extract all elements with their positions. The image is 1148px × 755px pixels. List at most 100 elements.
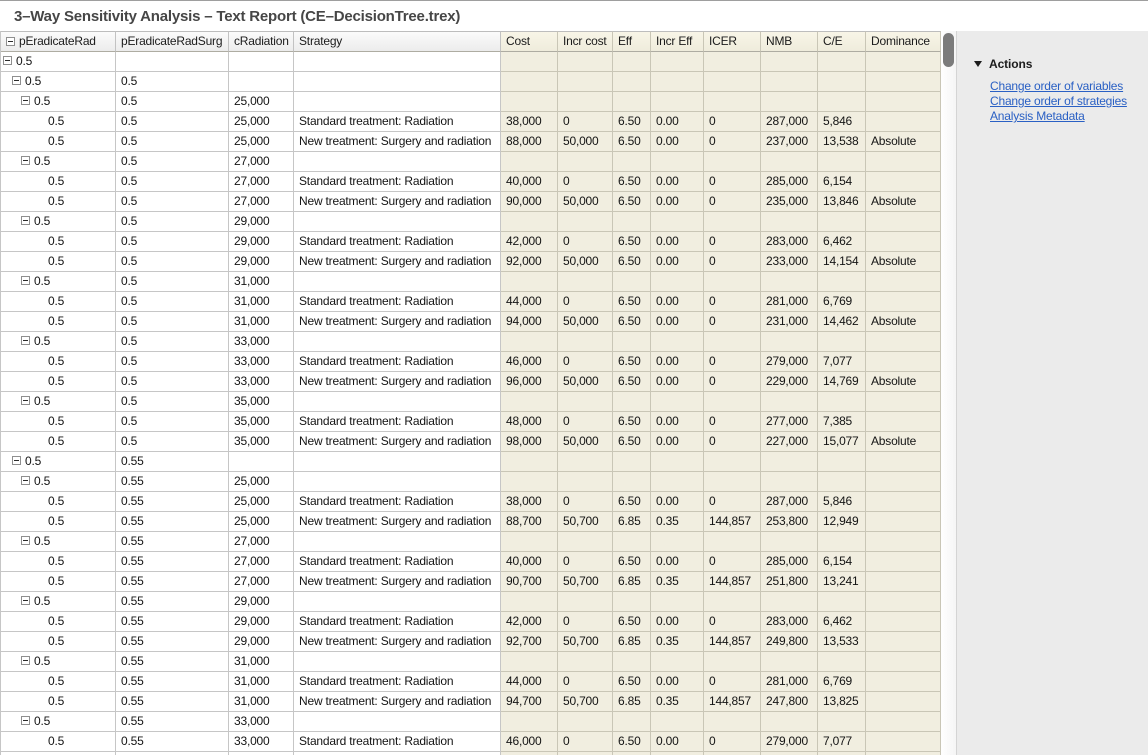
column-header-peradicaterad[interactable]: pEradicateRad: [1, 31, 116, 52]
collapse-icon[interactable]: [12, 456, 21, 465]
scrollbar-thumb[interactable]: [943, 33, 954, 67]
table-row[interactable]: 0.5 0.5 31,000 New treatment: Surgery and r…: [1, 312, 941, 332]
table-row[interactable]: 0.5 0.55: [1, 452, 941, 472]
table-row[interactable]: 0.5 0.55 25,000 Standard treatment: Radiati…: [1, 492, 941, 512]
table-row[interactable]: 0.5 0.5 25,000 New treatment: Surgery and r…: [1, 132, 941, 152]
table-row[interactable]: 0.5 0.55 25,000 New treatment: Surgery and …: [1, 512, 941, 532]
collapse-icon[interactable]: [21, 156, 30, 165]
column-header-c-e[interactable]: C/E: [818, 31, 866, 52]
table-row[interactable]: 0.5 0.5: [1, 72, 941, 92]
table-row[interactable]: 0.5 0.55 31,000 Standard treatment: Radiati…: [1, 672, 941, 692]
cell-peradicaterad: 0.5: [1, 292, 116, 312]
table-row[interactable]: 0.5 0.5 33,000 Standard treatment: Radiatio…: [1, 352, 941, 372]
table-row[interactable]: 0.5 0.55 31,000: [1, 652, 941, 672]
change-order-of-strategies-link[interactable]: Change order of strategies: [990, 94, 1127, 108]
cell-incr-eff: 0.00: [651, 232, 704, 252]
actions-section-header[interactable]: Actions: [974, 57, 1032, 71]
table-row[interactable]: 0.5 0.55 27,000 Standard treatment: Radiati…: [1, 552, 941, 572]
cell-cost: 94,700: [501, 692, 558, 712]
column-header-incr-eff[interactable]: Incr Eff: [651, 31, 704, 52]
table-row[interactable]: 0.5 0.5 25,000 Standard treatment: Radiatio…: [1, 112, 941, 132]
collapse-icon[interactable]: [21, 596, 30, 605]
table-row[interactable]: 0.5 0.55 27,000 New treatment: Surgery and …: [1, 572, 941, 592]
table-row[interactable]: 0.5 0.55 29,000 Standard treatment: Radiati…: [1, 612, 941, 632]
cell-nmb: [761, 72, 818, 92]
collapse-all-icon[interactable]: [6, 37, 15, 46]
table-row[interactable]: 0.5 0.55 27,000: [1, 532, 941, 552]
cell-peradicateradsurg: 0.5: [116, 132, 229, 152]
collapse-icon[interactable]: [3, 56, 12, 65]
cell-incr-cost: 50,000: [558, 432, 613, 452]
table-row[interactable]: 0.5 0.55 25,000: [1, 472, 941, 492]
cell-incr-eff: [651, 272, 704, 292]
table-row[interactable]: 0.5 0.55 29,000 New treatment: Surgery and …: [1, 632, 941, 652]
cell-dominance: [866, 672, 941, 692]
table-row[interactable]: 0.5 0.55 29,000: [1, 592, 941, 612]
collapse-icon[interactable]: [21, 476, 30, 485]
change-order-of-variables-link[interactable]: Change order of variables: [990, 79, 1124, 93]
cell-peradicaterad: 0.5: [1, 372, 116, 392]
table-row[interactable]: 0.5 0.5 33,000 New treatment: Surgery and r…: [1, 372, 941, 392]
cell-strategy: Standard treatment: Radiation: [294, 232, 501, 252]
table-row[interactable]: 0.5: [1, 52, 941, 72]
cell-nmb: [761, 532, 818, 552]
collapse-icon[interactable]: [21, 216, 30, 225]
cell-cradiation: 31,000: [229, 672, 294, 692]
column-header-cradiation[interactable]: cRadiation: [229, 31, 294, 52]
column-header-dominance[interactable]: Dominance: [866, 31, 941, 52]
table-row[interactable]: 0.5 0.5 33,000: [1, 332, 941, 352]
table-row[interactable]: 0.5 0.55 33,000: [1, 712, 941, 732]
table-row[interactable]: 0.5 0.55 33,000 Standard treatment: Radiati…: [1, 732, 941, 752]
cell-peradicaterad: 0.5: [1, 112, 116, 132]
collapse-icon[interactable]: [21, 276, 30, 285]
cell-cradiation: 27,000: [229, 152, 294, 172]
column-header-cost[interactable]: Cost: [501, 31, 558, 52]
table-row[interactable]: 0.5 0.5 35,000 Standard treatment: Radiatio…: [1, 412, 941, 432]
table-row[interactable]: 0.5 0.5 29,000 Standard treatment: Radiatio…: [1, 232, 941, 252]
table-row[interactable]: 0.5 0.5 31,000 Standard treatment: Radiatio…: [1, 292, 941, 312]
column-header-incr-cost[interactable]: Incr cost: [558, 31, 613, 52]
table-row[interactable]: 0.5 0.5 35,000 New treatment: Surgery and r…: [1, 432, 941, 452]
collapse-icon[interactable]: [21, 536, 30, 545]
cell-cradiation: 29,000: [229, 592, 294, 612]
vertical-scrollbar[interactable]: [941, 31, 957, 755]
table-row[interactable]: 0.5 0.55 31,000 New treatment: Surgery and …: [1, 692, 941, 712]
table-row[interactable]: 0.5 0.5 27,000: [1, 152, 941, 172]
collapse-icon[interactable]: [12, 76, 21, 85]
collapse-icon[interactable]: [21, 716, 30, 725]
table-row[interactable]: [1, 752, 941, 755]
table-row[interactable]: 0.5 0.5 31,000: [1, 272, 941, 292]
cell-eff: [613, 472, 651, 492]
cell-peradicateradsurg: 0.5: [116, 192, 229, 212]
table-row[interactable]: 0.5 0.5 29,000: [1, 212, 941, 232]
cell-eff: 6.85: [613, 692, 651, 712]
cell-peradicateradsurg: 0.55: [116, 572, 229, 592]
collapse-icon[interactable]: [21, 96, 30, 105]
column-header-strategy[interactable]: Strategy: [294, 31, 501, 52]
cell-nmb: [761, 152, 818, 172]
table-row[interactable]: 0.5 0.5 25,000: [1, 92, 941, 112]
collapse-icon[interactable]: [21, 656, 30, 665]
cell-peradicateradsurg: 0.5: [116, 252, 229, 272]
table-row[interactable]: 0.5 0.5 27,000 Standard treatment: Radiatio…: [1, 172, 941, 192]
cell-peradicateradsurg: 0.5: [116, 112, 229, 132]
cell-incr-cost: [558, 592, 613, 612]
table-row[interactable]: 0.5 0.5 27,000 New treatment: Surgery and r…: [1, 192, 941, 212]
analysis-metadata-link[interactable]: Analysis Metadata: [990, 109, 1085, 123]
column-header-peradicateradsurg[interactable]: pEradicateRadSurg: [116, 31, 229, 52]
column-header-eff[interactable]: Eff: [613, 31, 651, 52]
column-header-icer[interactable]: ICER: [704, 31, 761, 52]
cell-peradicateradsurg: 0.55: [116, 452, 229, 472]
collapse-icon[interactable]: [21, 336, 30, 345]
cell-strategy: Standard treatment: Radiation: [294, 352, 501, 372]
table-row[interactable]: 0.5 0.5 35,000: [1, 392, 941, 412]
column-header-nmb[interactable]: NMB: [761, 31, 818, 52]
cell-incr-cost: 50,000: [558, 372, 613, 392]
collapse-icon[interactable]: [21, 396, 30, 405]
cell-c-e: 13,241: [818, 572, 866, 592]
cell-cradiation: 31,000: [229, 312, 294, 332]
cell-eff: 6.50: [613, 172, 651, 192]
cell-incr-eff: 0.00: [651, 252, 704, 272]
table-row[interactable]: 0.5 0.5 29,000 New treatment: Surgery and r…: [1, 252, 941, 272]
cell-icer: 0: [704, 172, 761, 192]
